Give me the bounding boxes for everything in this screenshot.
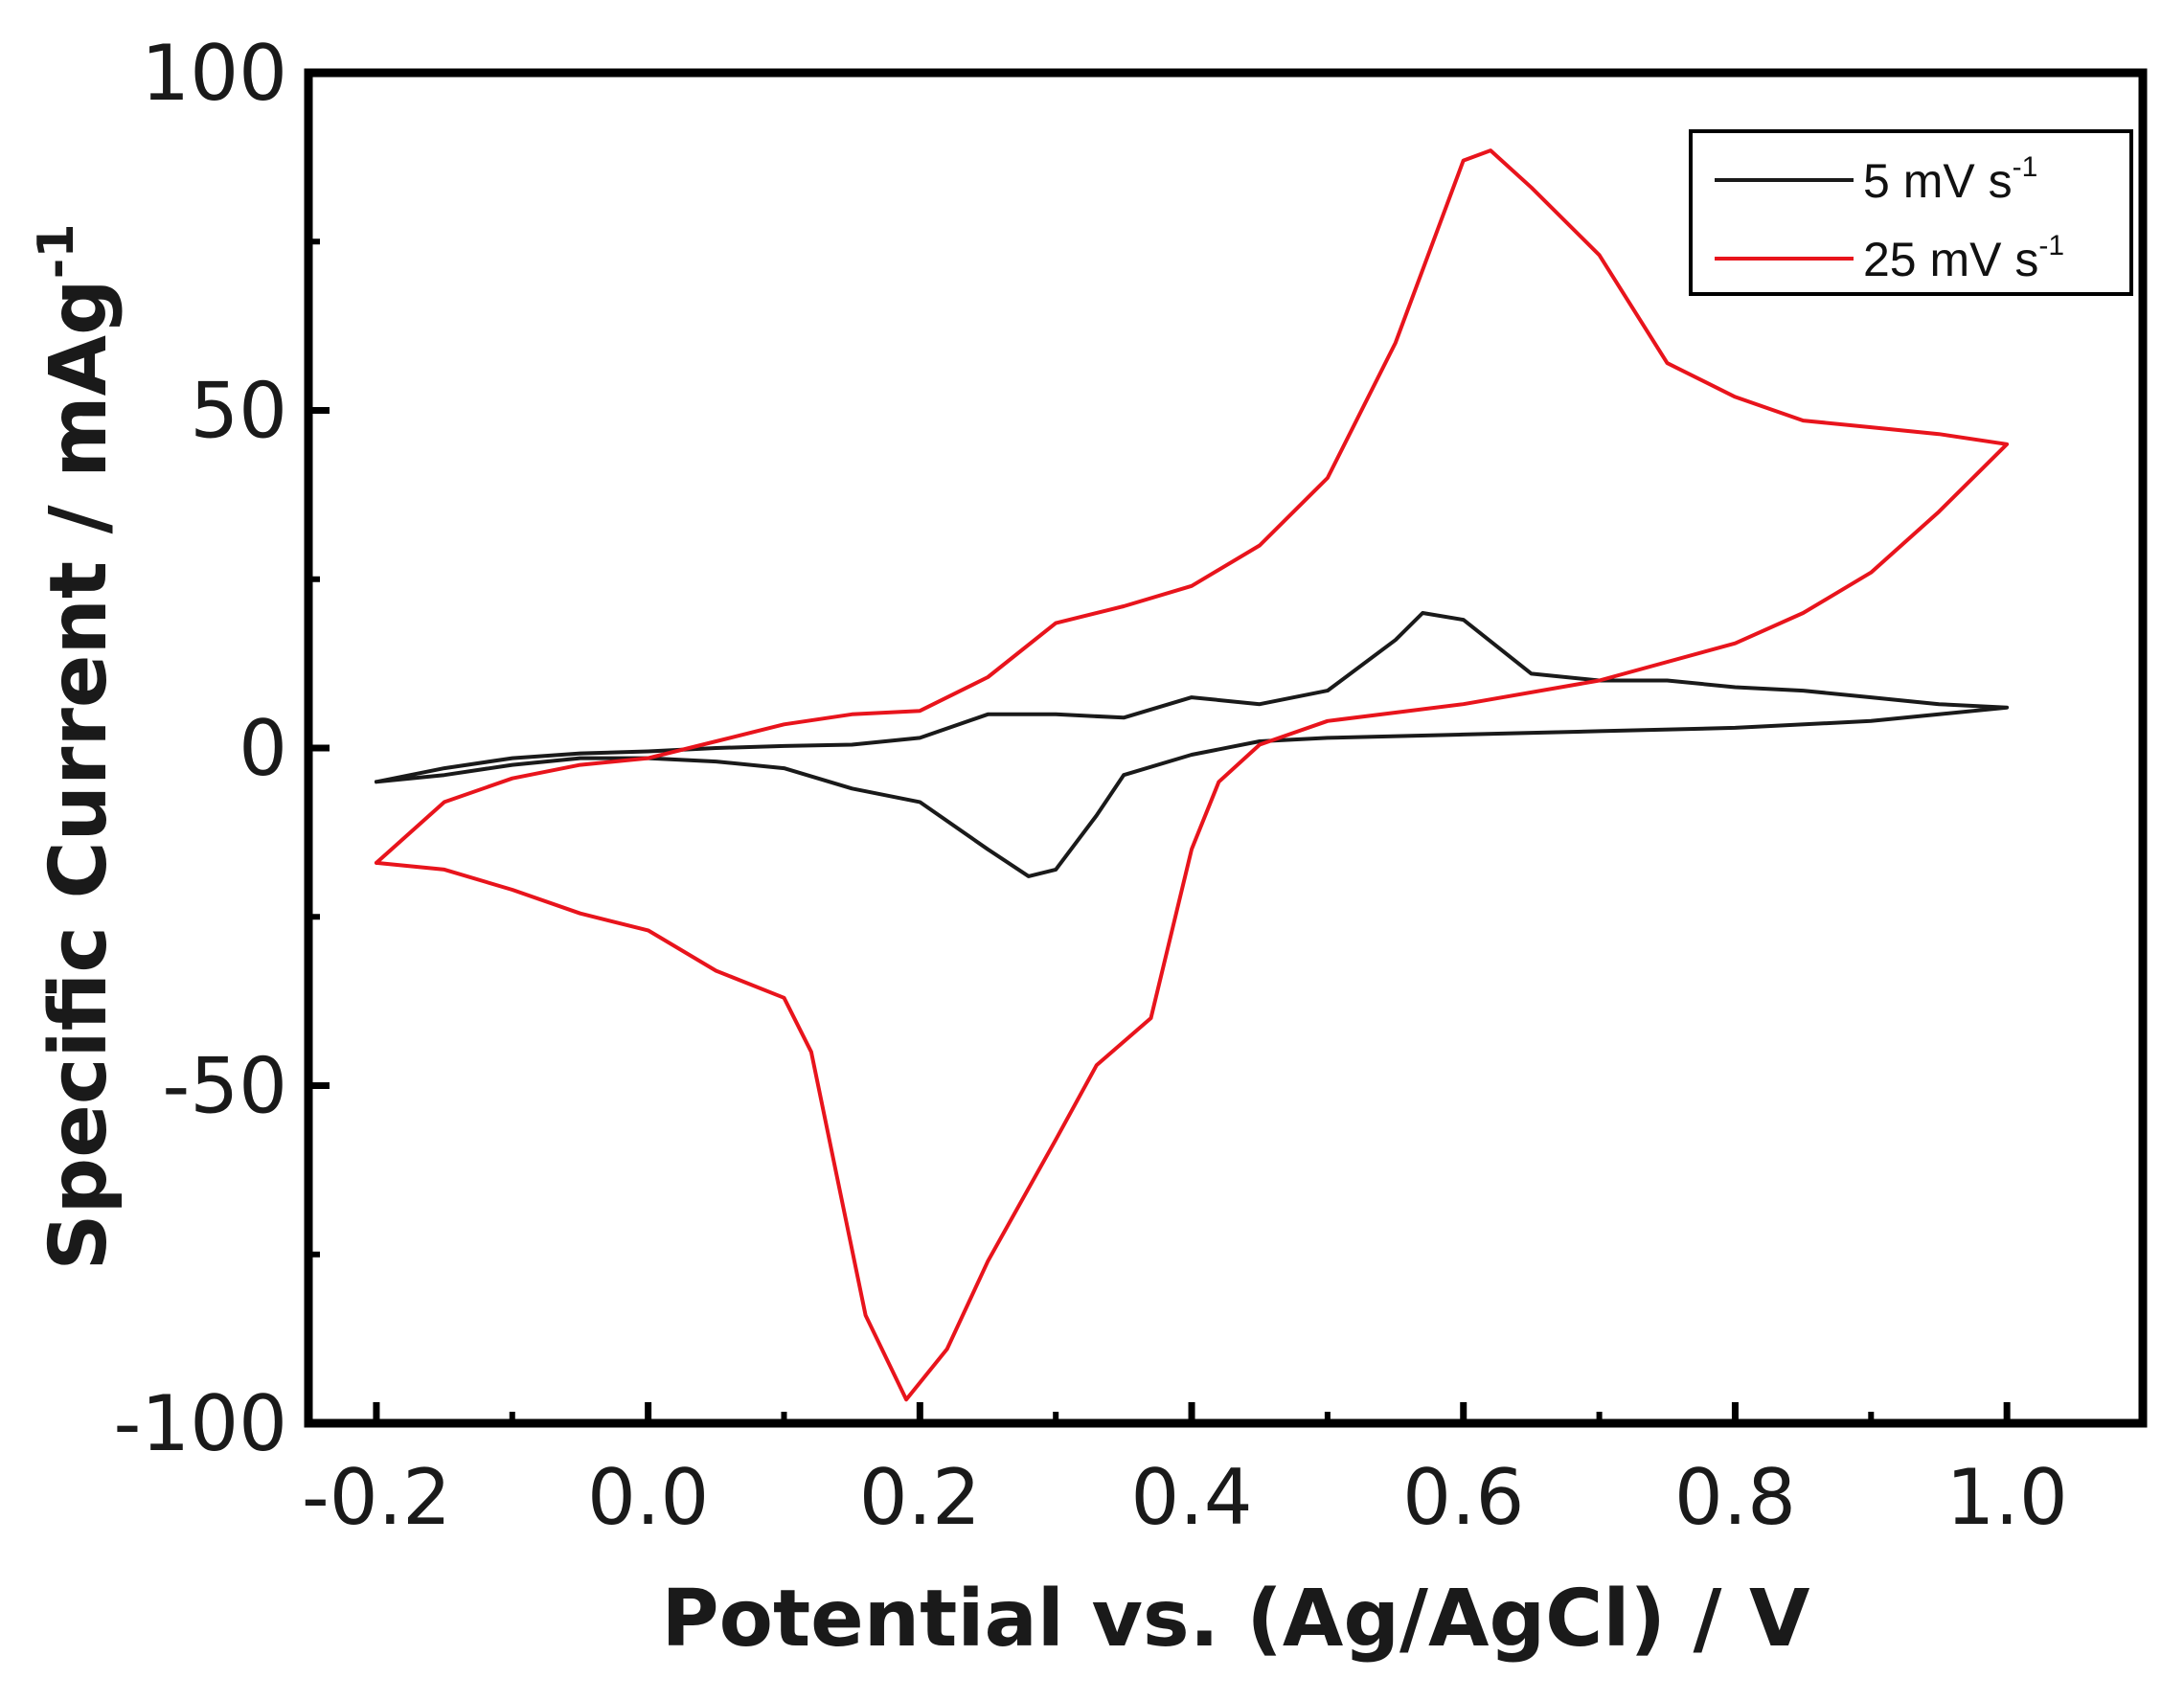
axis-ticks xyxy=(308,69,2011,1427)
x-tick-label: -0.2 xyxy=(302,1453,451,1542)
x-tick-labels: -0.2 0.0 0.2 0.4 0.6 0.8 1.0 xyxy=(302,1453,2068,1542)
y-axis-label-superscript: -1 xyxy=(28,223,85,279)
x-tick-label: 0.0 xyxy=(587,1453,709,1542)
legend-label-5mv: 5 mV s-1 xyxy=(1863,151,2037,208)
legend-label-25mv: 25 mV s-1 xyxy=(1863,230,2064,286)
series-line-5mv xyxy=(374,611,2010,878)
y-tick-labels: -100 -50 0 50 100 xyxy=(113,29,287,1468)
series-layer xyxy=(374,148,2010,1402)
x-tick-label: 0.4 xyxy=(1130,1453,1252,1542)
y-tick-label: 0 xyxy=(239,704,287,793)
legend: 5 mV s-1 25 mV s-1 xyxy=(1689,129,2133,296)
x-tick-label: 0.8 xyxy=(1674,1453,1796,1542)
y-tick-label: 100 xyxy=(141,29,287,118)
x-tick-label: 0.6 xyxy=(1402,1453,1524,1542)
series-line-25mv xyxy=(374,148,2010,1402)
x-tick-label: 1.0 xyxy=(1946,1453,2068,1542)
y-axis-label: Specific Current / mAg-1 xyxy=(28,223,125,1270)
legend-box xyxy=(1689,129,2133,296)
y-tick-label: -50 xyxy=(162,1042,287,1131)
y-tick-label: 50 xyxy=(190,367,287,456)
y-axis-label-main: Specific Current / mAg xyxy=(34,279,125,1270)
x-tick-label: 0.2 xyxy=(859,1453,981,1542)
x-axis-label: Potential vs. (Ag/AgCl) / V xyxy=(662,1574,1810,1665)
y-tick-label: -100 xyxy=(113,1379,287,1468)
